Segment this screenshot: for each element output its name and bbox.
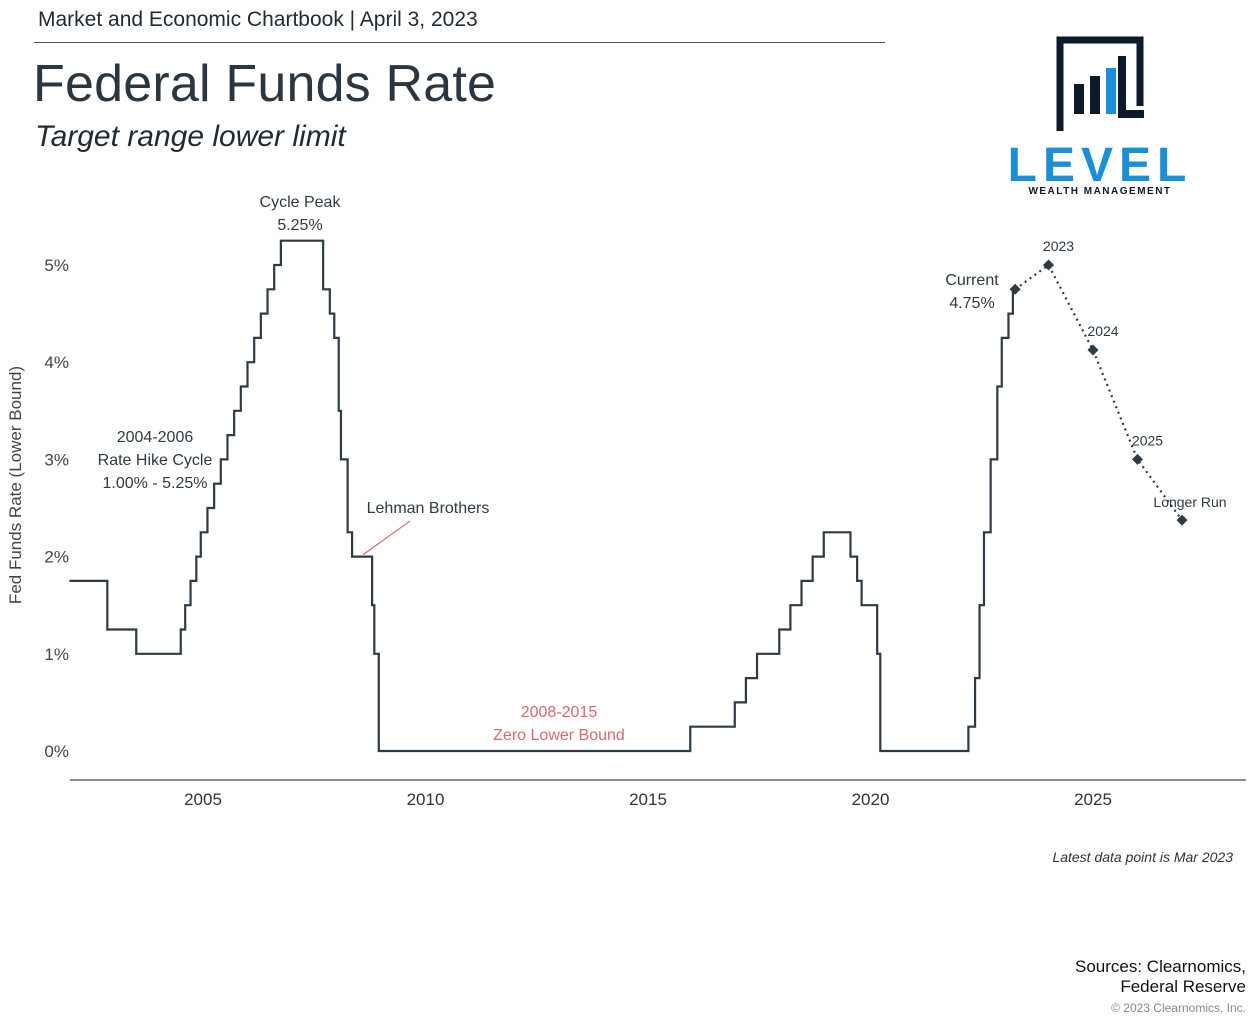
x-tick-label: 2020 bbox=[852, 790, 890, 809]
projection-label: 2025 bbox=[1132, 432, 1163, 448]
projection-marker bbox=[1087, 344, 1099, 356]
projection-label: Longer Run bbox=[1153, 494, 1226, 510]
y-tick-label: 2% bbox=[44, 548, 69, 567]
projection-marker bbox=[1132, 453, 1143, 465]
publication-header: Market and Economic Chartbook | April 3,… bbox=[38, 8, 478, 31]
copyright-text: © 2023 Clearnomics, Inc. bbox=[1111, 1001, 1246, 1015]
page-subtitle: Target range lower limit bbox=[35, 120, 346, 153]
rate-series-line bbox=[69, 239, 1016, 753]
hike-cycle-label-years: 2004-2006 bbox=[117, 429, 194, 446]
projection-series-line bbox=[1014, 263, 1183, 521]
sources-line-2: Federal Reserve bbox=[1120, 977, 1246, 996]
x-tick-label: 2005 bbox=[184, 790, 222, 809]
y-tick-label: 3% bbox=[44, 450, 69, 469]
x-tick-label: 2010 bbox=[407, 790, 445, 809]
projection-label: 2024 bbox=[1087, 323, 1118, 339]
zlb-label-name: Zero Lower Bound bbox=[493, 727, 625, 744]
x-tick-label: 2015 bbox=[629, 790, 667, 809]
logo-word: LEVEL bbox=[1010, 139, 1190, 192]
current-value: 4.75% bbox=[949, 295, 994, 312]
current-label: Current bbox=[945, 272, 999, 289]
page-title: Federal Funds Rate bbox=[33, 55, 497, 113]
y-tick-label: 4% bbox=[44, 353, 69, 372]
logo-mark-icon bbox=[1056, 36, 1144, 131]
y-tick-label: 5% bbox=[44, 256, 69, 275]
projection-marker bbox=[1043, 259, 1054, 271]
hike-cycle-label-name: Rate Hike Cycle bbox=[98, 452, 213, 469]
lehman-label: Lehman Brothers bbox=[367, 500, 490, 517]
latest-data-note: Latest data point is Mar 2023 bbox=[1052, 849, 1233, 865]
projection-marker bbox=[1176, 514, 1188, 526]
y-axis-label: Fed Funds Rate (Lower Bound) bbox=[6, 366, 25, 604]
y-tick-label: 0% bbox=[44, 742, 69, 761]
projection-label: 2023 bbox=[1043, 238, 1074, 254]
x-tick-label: 2025 bbox=[1074, 790, 1112, 809]
header-divider bbox=[34, 42, 885, 43]
lehman-pointer-line bbox=[362, 520, 411, 556]
y-tick-label: 1% bbox=[44, 645, 69, 664]
zlb-label-years: 2008-2015 bbox=[521, 704, 598, 721]
level-logo: LEVEL WEALTH MANAGEMENT bbox=[1010, 36, 1190, 197]
sources-text: Sources: Clearnomics, Federal Reserve bbox=[1075, 957, 1246, 997]
projection-marker bbox=[1009, 283, 1021, 295]
hike-cycle-label-range: 1.00% - 5.25% bbox=[103, 475, 208, 492]
cycle-peak-label: Cycle Peak bbox=[260, 194, 342, 211]
sources-line-1: Sources: Clearnomics, bbox=[1074, 957, 1246, 976]
logo-tagline: WEALTH MANAGEMENT bbox=[1028, 186, 1171, 197]
cycle-peak-value: 5.25% bbox=[277, 217, 322, 234]
